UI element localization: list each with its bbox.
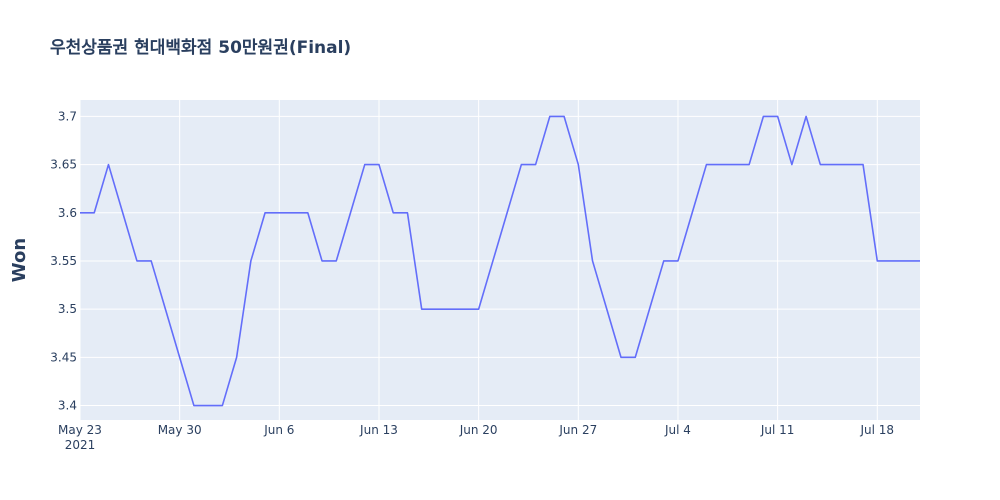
data-point — [661, 258, 667, 264]
data-point — [561, 113, 567, 119]
data-point — [632, 354, 638, 360]
y-axis: 3.4 3.45 3.5 3.55 3.6 3.65 3.7 — [50, 109, 77, 412]
data-point — [490, 258, 496, 264]
data-point — [148, 258, 154, 264]
data-point — [533, 162, 539, 168]
data-point — [817, 162, 823, 168]
data-point — [604, 306, 610, 312]
data-point — [461, 306, 467, 312]
data-point — [803, 113, 809, 119]
data-point — [718, 162, 724, 168]
data-point — [476, 306, 482, 312]
data-point — [703, 162, 709, 168]
grid-lines — [79, 100, 920, 420]
data-point — [789, 162, 795, 168]
data-point — [276, 210, 282, 216]
x-tick-year-label: 2021 — [65, 438, 96, 452]
data-point — [903, 258, 909, 264]
data-point — [191, 403, 197, 409]
data-point — [547, 113, 553, 119]
series-layer — [77, 113, 923, 409]
data-point — [348, 210, 354, 216]
data-point — [675, 258, 681, 264]
data-point — [860, 162, 866, 168]
x-tick-label: Jul 11 — [760, 423, 795, 437]
data-point — [390, 210, 396, 216]
data-point — [646, 306, 652, 312]
plot-area — [80, 100, 920, 420]
data-point — [319, 258, 325, 264]
data-point — [504, 210, 510, 216]
y-tick-label: 3.7 — [58, 109, 77, 123]
y-tick-label: 3.6 — [58, 206, 77, 220]
data-point — [362, 162, 368, 168]
series-line — [80, 115, 920, 407]
data-point — [77, 210, 83, 216]
data-point — [889, 258, 895, 264]
y-tick-label: 3.4 — [58, 399, 77, 413]
data-point — [205, 403, 211, 409]
x-tick-label: May 23 — [58, 423, 102, 437]
data-point — [575, 162, 581, 168]
chart-title: 우천상품권 현대백화점 50만원권(Final) — [50, 38, 352, 58]
data-point — [846, 162, 852, 168]
data-point — [376, 162, 382, 168]
data-point — [234, 354, 240, 360]
data-point — [419, 306, 425, 312]
data-point — [162, 306, 168, 312]
data-point — [732, 162, 738, 168]
data-point — [433, 306, 439, 312]
data-point — [177, 354, 183, 360]
x-tick-label: Jun 20 — [459, 423, 498, 437]
x-tick-label: Jun 27 — [558, 423, 597, 437]
data-point — [120, 210, 126, 216]
x-tick-label: Jul 18 — [860, 423, 895, 437]
x-tick-label: Jun 6 — [263, 423, 294, 437]
data-point — [689, 210, 695, 216]
data-point — [590, 258, 596, 264]
data-point — [291, 210, 297, 216]
data-point — [447, 306, 453, 312]
data-point — [91, 210, 97, 216]
data-point — [262, 210, 268, 216]
y-tick-label: 3.65 — [50, 158, 77, 172]
data-point — [518, 162, 524, 168]
data-point — [917, 258, 923, 264]
data-point — [248, 258, 254, 264]
data-point — [874, 258, 880, 264]
y-tick-label: 3.45 — [50, 350, 77, 364]
data-point — [105, 162, 111, 168]
data-point — [333, 258, 339, 264]
data-point — [404, 210, 410, 216]
data-point — [305, 210, 311, 216]
data-point — [134, 258, 140, 264]
y-axis-label: Won — [9, 238, 30, 282]
y-tick-label: 3.5 — [58, 302, 77, 316]
data-point — [746, 162, 752, 168]
x-tick-label: Jul 4 — [664, 423, 691, 437]
y-tick-label: 3.55 — [50, 254, 77, 268]
data-point — [618, 354, 624, 360]
x-tick-label: Jun 13 — [359, 423, 398, 437]
data-point — [760, 113, 766, 119]
data-point — [832, 162, 838, 168]
data-point — [219, 403, 225, 409]
x-tick-label: May 30 — [158, 423, 202, 437]
data-point — [775, 113, 781, 119]
